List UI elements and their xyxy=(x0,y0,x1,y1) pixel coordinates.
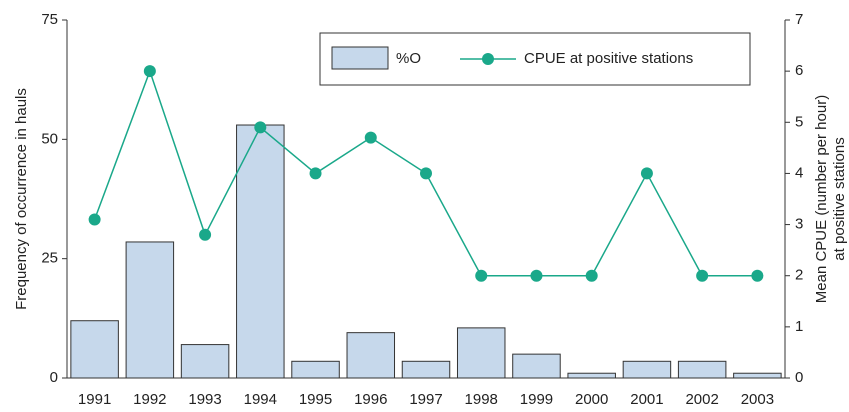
y2-tick-label: 6 xyxy=(795,62,803,79)
y-tick-label: 50 xyxy=(41,130,58,147)
x-tick-label: 1991 xyxy=(78,391,111,408)
marker xyxy=(751,269,764,282)
x-tick-label: 1995 xyxy=(299,391,332,408)
bar xyxy=(567,372,616,379)
bar xyxy=(622,360,672,379)
y-tick-label: 25 xyxy=(41,250,58,267)
y2-tick-label: 1 xyxy=(795,318,803,335)
bar xyxy=(733,372,782,379)
y-tick-label: 0 xyxy=(50,369,58,386)
x-tick-label: 1998 xyxy=(465,391,498,408)
bar xyxy=(456,327,506,379)
y2-tick-label: 3 xyxy=(795,216,803,233)
marker xyxy=(88,213,101,226)
marker xyxy=(364,131,377,144)
x-tick-label: 1996 xyxy=(354,391,387,408)
bar xyxy=(236,124,285,379)
x-tick-label: 2002 xyxy=(685,391,718,408)
y2-tick-label: 2 xyxy=(795,267,803,284)
bar xyxy=(401,360,451,379)
bar xyxy=(125,241,175,379)
y2-tick-label: 5 xyxy=(795,113,803,130)
y2-axis-label: Mean CPUE (number per hour) xyxy=(813,95,830,303)
marker xyxy=(143,65,156,78)
marker xyxy=(254,121,267,134)
marker xyxy=(696,269,709,282)
bar xyxy=(70,320,119,379)
x-tick-label: 2000 xyxy=(575,391,608,408)
marker xyxy=(199,228,212,241)
legend-label: CPUE at positive stations xyxy=(524,50,693,67)
y2-tick-label: 0 xyxy=(795,369,803,386)
x-tick-label: 2003 xyxy=(741,391,774,408)
marker xyxy=(475,269,488,282)
x-tick-label: 2001 xyxy=(630,391,663,408)
y2-tick-label: 7 xyxy=(795,11,803,28)
legend-swatch xyxy=(331,46,389,70)
x-tick-label: 1997 xyxy=(409,391,442,408)
legend-label: %O xyxy=(396,50,421,67)
marker xyxy=(585,269,598,282)
legend-marker xyxy=(482,53,494,65)
marker xyxy=(420,167,432,180)
marker xyxy=(309,167,322,180)
bar xyxy=(346,332,396,379)
legend-box xyxy=(319,32,751,86)
x-tick-label: 1999 xyxy=(520,391,553,408)
marker xyxy=(530,269,543,282)
x-tick-label: 1992 xyxy=(133,391,166,408)
marker xyxy=(640,167,653,180)
x-tick-label: 1994 xyxy=(244,391,277,408)
bar xyxy=(291,360,340,379)
bar xyxy=(677,360,727,379)
bar xyxy=(180,344,230,379)
y2-tick-label: 4 xyxy=(795,164,803,181)
x-tick-label: 1993 xyxy=(188,391,221,408)
y2-axis-label: at positive stations xyxy=(831,137,848,260)
y-tick-label: 75 xyxy=(41,11,58,28)
bar xyxy=(512,353,561,379)
y-axis-label: Frequency of occurrence in hauls xyxy=(13,88,30,310)
